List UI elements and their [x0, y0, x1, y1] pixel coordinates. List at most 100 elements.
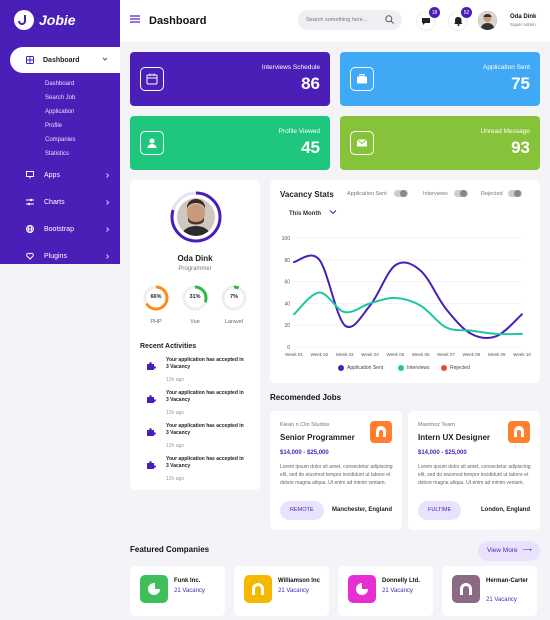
period-select[interactable]: This Month [289, 209, 337, 217]
submenu-item-dashboard[interactable]: Dashboard [45, 81, 75, 87]
toggle-rejected[interactable] [508, 190, 522, 197]
skill-name: Laravel [224, 319, 244, 325]
company-logo-icon [244, 575, 272, 603]
company-card[interactable]: Donnelly Ltd. 21 Vacancy [338, 566, 433, 616]
profile-role: Programmer [178, 266, 212, 272]
skill-ring [182, 285, 208, 311]
skill-vue: 31% Vue [181, 284, 209, 325]
stat-card-interviews[interactable]: Interviews Schedule 86 [130, 52, 330, 106]
avatar[interactable] [478, 11, 497, 30]
messages-badge: 18 [429, 7, 440, 18]
stat-label: Interviews Schedule [261, 64, 320, 71]
vacancy-line-chart: 0 20 40 60 80 100 Week 01 Week 02 Week 03 Week 04… [282, 236, 532, 357]
y-tick-label: 20 [284, 323, 290, 329]
calendar-icon [140, 67, 164, 91]
stat-value: 86 [301, 74, 320, 93]
recommended-jobs-title: Recomended Jobs [270, 393, 342, 402]
search-icon[interactable] [385, 15, 394, 24]
toggle-application-sent[interactable] [394, 190, 408, 197]
y-tick-label: 80 [284, 258, 290, 264]
x-tick-label: Week 10 [513, 352, 531, 357]
sidebar-item-bootstrap[interactable]: Bootstrap [26, 225, 110, 233]
view-more-button[interactable]: View More ⟶ [478, 541, 540, 561]
activity-time: 12h ago [166, 443, 185, 449]
puzzle-icon [147, 395, 156, 403]
toggle-interviews[interactable] [454, 190, 468, 197]
activity-bold: 3 Vacancy [166, 430, 191, 436]
company-card[interactable]: Williamson Inc 21 Vacancy [234, 566, 329, 616]
submenu-item-statistics[interactable]: Statistics [45, 151, 70, 157]
company-logo-icon [348, 575, 376, 603]
sidebar: Jobie Dashboard Dashboard Search Job App… [0, 0, 120, 264]
top-header: Dashboard Search something here... 18 52… [120, 0, 550, 42]
activity-bold: 3 Vacancy [166, 463, 191, 469]
job-description: Lorem ipsum dolor sit amet, consectetur … [418, 464, 531, 486]
company-vacancy: 21 Vacancy [174, 588, 205, 594]
chevron-right-icon [106, 227, 110, 232]
notifications-badge: 52 [461, 7, 472, 18]
activity-text: Your application has accepted in [166, 357, 244, 363]
monitor-icon [26, 171, 34, 179]
activity-time: 12h ago [166, 377, 185, 383]
arrow-right-icon: ⟶ [522, 547, 532, 554]
mail-icon [350, 131, 374, 155]
sidebar-item-plugins[interactable]: Plugins [26, 252, 110, 260]
legend-dot [441, 365, 447, 371]
stat-card-applications[interactable]: Application Sent 75 [340, 52, 540, 106]
skill-value: 66% [150, 294, 162, 300]
job-location: Manchester, England [331, 507, 392, 513]
company-card[interactable]: Herman-Carter 21 Vacancy [442, 566, 537, 616]
company-logo-icon [452, 575, 480, 603]
activity-time: 12h ago [166, 410, 185, 416]
sidebar-item-charts[interactable]: Charts [26, 198, 110, 206]
hamburger-menu-icon[interactable] [130, 15, 140, 23]
messages-button[interactable]: 18 [416, 7, 440, 31]
activity-text: Your application has accepted in [166, 390, 244, 396]
job-location: London, England [481, 507, 530, 513]
legend-dot [398, 365, 404, 371]
notifications-button[interactable]: 52 [448, 7, 472, 31]
brand[interactable]: Jobie [14, 10, 76, 30]
sidebar-item-label: Bootstrap [44, 225, 74, 233]
stat-label: Profile Viewed [278, 128, 320, 135]
page-title: Dashboard [149, 15, 207, 27]
skill-value: 7% [230, 294, 238, 300]
toggle-label: Application Sent [347, 191, 387, 197]
submenu: Dashboard Search Job Application Profile… [45, 79, 75, 163]
stat-card-unread-message[interactable]: Unread Message 93 [340, 116, 540, 170]
job-type-button[interactable]: REMOTE [280, 501, 324, 520]
y-tick-label: 60 [284, 280, 290, 286]
toggle-label: Rejected [481, 191, 503, 197]
submenu-item-companies[interactable]: Companies [45, 137, 76, 143]
submenu-item-search-job[interactable]: Search Job [45, 95, 76, 101]
search-input[interactable]: Search something here... [298, 10, 402, 30]
job-card[interactable]: Klean n Clin Studios Senior Programmer $… [270, 411, 402, 530]
chevron-right-icon [106, 254, 110, 259]
sidebar-item-dashboard[interactable]: Dashboard [10, 47, 120, 73]
globe-icon [26, 225, 34, 233]
company-name: Herman-Carter [486, 578, 529, 584]
submenu-item-profile[interactable]: Profile [45, 123, 63, 129]
y-tick-label: 100 [282, 236, 291, 242]
skill-value: 31% [189, 294, 201, 300]
grid-icon [26, 56, 34, 64]
user-name[interactable]: Oda Dink [510, 14, 537, 20]
skill-name: PHP [150, 319, 162, 325]
stat-card-profile-viewed[interactable]: Profile Viewed 45 [130, 116, 330, 170]
legend-dot [338, 365, 344, 371]
profile-avatar[interactable] [169, 190, 223, 244]
sidebar-item-apps[interactable]: Apps [26, 171, 110, 179]
job-card[interactable]: Maximoz Team Intern UX Designer $14,000 … [408, 411, 540, 530]
job-description: Lorem ipsum dolor sit amet, consectetur … [280, 464, 393, 486]
skill-ring [143, 285, 169, 311]
job-type-button[interactable]: FULTIME [418, 501, 462, 520]
briefcase-icon [350, 67, 374, 91]
brand-name: Jobie [39, 12, 76, 28]
x-tick-label: Week 05 [386, 352, 404, 357]
stat-label: Application Sent [483, 64, 530, 71]
company-logo-icon [140, 575, 168, 603]
featured-companies-title: Featured Companies [130, 545, 210, 554]
company-card[interactable]: Funk Inc. 21 Vacancy [130, 566, 225, 616]
submenu-item-application[interactable]: Application [45, 109, 75, 115]
skill-ring [221, 285, 247, 311]
